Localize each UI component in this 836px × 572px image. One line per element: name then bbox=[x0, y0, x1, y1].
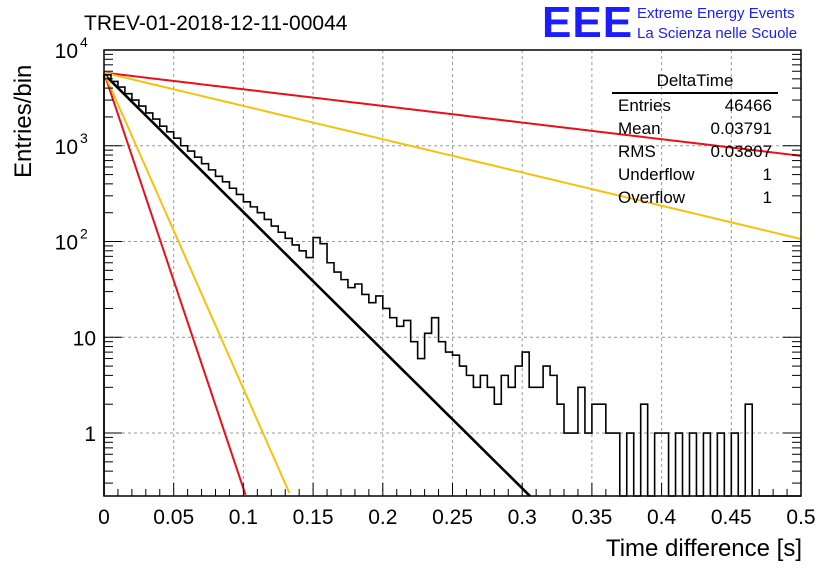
stats-value: 1 bbox=[762, 165, 772, 184]
grid-lines bbox=[104, 50, 801, 496]
fit-curve-0 bbox=[103, 73, 531, 497]
x-tick-label: 0.4 bbox=[647, 506, 677, 529]
fit-curve-1 bbox=[103, 71, 802, 157]
stats-row-overflow: Overflow 1 bbox=[612, 186, 778, 209]
x-tick-label: 0.1 bbox=[229, 506, 258, 529]
y-axis-label: Entries/bin bbox=[10, 64, 37, 178]
x-tick-label: 0.45 bbox=[711, 506, 752, 529]
axis-ticks bbox=[103, 49, 802, 496]
stats-box: DeltaTime Entries 46466 Mean 0.03791 RMS… bbox=[612, 70, 778, 209]
stats-value: 46466 bbox=[724, 96, 772, 115]
chart-title: TREV-01-2018-12-11-00044 bbox=[84, 12, 348, 35]
x-tick-label: 0.35 bbox=[571, 506, 612, 529]
y-tick-label: 10 bbox=[55, 232, 78, 255]
x-tick-label: 0.2 bbox=[368, 506, 397, 529]
stats-value: 0.03807 bbox=[710, 142, 772, 161]
x-tick-labels: 0 0.05 0.1 0.15 0.2 0.25 0.3 0.35 0.4 0.45 0.5 bbox=[98, 506, 815, 529]
stats-value: 0.03791 bbox=[710, 119, 772, 138]
stats-row-underflow: Underflow 1 bbox=[612, 163, 778, 186]
histogram-outline bbox=[103, 74, 801, 497]
stats-row-entries: Entries 46466 bbox=[612, 94, 778, 117]
stats-label: Overflow bbox=[618, 188, 686, 207]
histogram-bars bbox=[103, 74, 801, 497]
y-tick-exponent: 3 bbox=[80, 130, 88, 146]
x-tick-label: 0.15 bbox=[293, 506, 334, 529]
x-axis-label: Time difference [s] bbox=[605, 535, 802, 562]
y-tick-label: 1 bbox=[84, 423, 96, 446]
fit-curve-2 bbox=[103, 71, 802, 240]
fit-curve-3 bbox=[103, 72, 247, 496]
y-tick-exponent: 2 bbox=[80, 226, 88, 242]
fit-curve-4 bbox=[103, 72, 291, 494]
y-tick-label: 10 bbox=[55, 136, 78, 159]
logo-line-2: La Scienza nelle Scuole bbox=[637, 25, 798, 42]
y-tick-exponent: 4 bbox=[80, 34, 88, 50]
x-tick-label: 0 bbox=[98, 506, 110, 529]
stats-label: Mean bbox=[618, 119, 661, 138]
x-tick-label: 0.5 bbox=[786, 506, 815, 529]
stats-value: 1 bbox=[762, 188, 772, 207]
logo-line-1: Extreme Energy Events bbox=[637, 5, 795, 22]
logo-mark: EEE bbox=[542, 0, 634, 47]
x-tick-label: 0.25 bbox=[432, 506, 473, 529]
stats-label: RMS bbox=[618, 142, 656, 161]
stats-label: Underflow bbox=[618, 165, 695, 184]
y-tick-label: 10 bbox=[73, 327, 96, 350]
x-tick-label: 0.3 bbox=[508, 506, 537, 529]
fit-curves bbox=[103, 71, 802, 497]
stats-row-mean: Mean 0.03791 bbox=[612, 117, 778, 140]
x-tick-label: 0.05 bbox=[153, 506, 194, 529]
y-tick-label: 10 bbox=[55, 40, 78, 63]
stats-label: Entries bbox=[618, 96, 671, 115]
eee-logo: EEE Extreme Energy Events La Scienza nel… bbox=[542, 0, 832, 47]
stats-row-rms: RMS 0.03807 bbox=[612, 140, 778, 163]
stats-title: DeltaTime bbox=[612, 70, 778, 94]
